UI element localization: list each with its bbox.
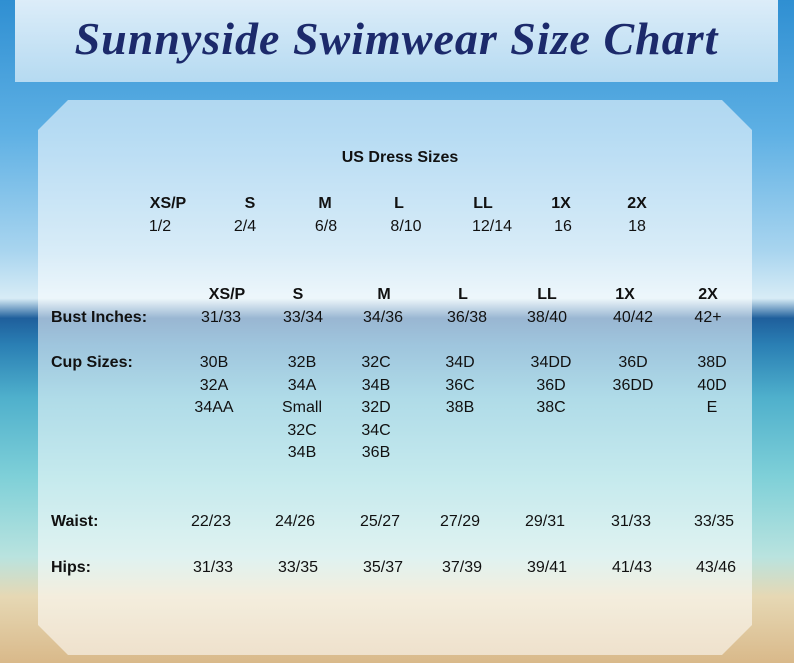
title-bar: Sunnyside Swimwear Size Chart	[15, 0, 778, 82]
cell-value: 38D	[697, 354, 727, 371]
dress-size: S	[244, 195, 256, 212]
size-header: XS/P	[208, 286, 246, 303]
cell-value: 29/31	[524, 513, 566, 530]
cell-value: 34C	[361, 421, 391, 439]
cell-value: 37/39	[441, 559, 483, 576]
cell-value: 33/35	[693, 513, 735, 530]
cell-value: E	[706, 399, 718, 416]
cell-value: 24/26	[274, 513, 316, 530]
size-header: 2X	[698, 286, 718, 303]
cell-value: Small	[281, 399, 323, 416]
cell-value: 34B	[361, 376, 391, 394]
cell-value: 41/43	[611, 559, 653, 576]
cell-value: 36/38	[446, 309, 488, 326]
cell-value: 31/33	[610, 513, 652, 530]
cell-value: 36B	[361, 444, 391, 461]
cell-value: 32A	[199, 376, 229, 394]
dress-size: 1X	[551, 195, 571, 212]
cell-value: 40/42	[612, 309, 654, 326]
cell-value: 35/37	[362, 559, 404, 576]
size-header: S	[292, 286, 304, 303]
cell-value: 36D	[536, 376, 566, 394]
row-label: Cup Sizes:	[51, 354, 133, 371]
cell-value: 22/23	[190, 513, 232, 530]
cell-value: 36C	[445, 376, 475, 394]
cell-value: 42+	[694, 309, 722, 326]
dress-size: XS/P	[149, 195, 187, 212]
cell-value: 34B	[287, 444, 317, 461]
cell-value: 33/35	[277, 559, 319, 576]
cell-value: 32C	[361, 354, 391, 371]
cell-value: 32C	[287, 421, 317, 439]
size-header: L	[458, 286, 468, 303]
dress-number: 1/2	[148, 218, 172, 235]
dress-size: L	[394, 195, 404, 212]
cell-value: 32B	[287, 354, 317, 371]
cell-value: 27/29	[439, 513, 481, 530]
cell-value: 34/36	[362, 309, 404, 326]
size-header: M	[377, 286, 391, 303]
row-label: Bust Inches:	[51, 309, 148, 326]
dress-heading: US Dress Sizes	[341, 149, 459, 166]
cell-value: 40D	[697, 376, 727, 394]
cell-value: 31/33	[192, 559, 234, 576]
dress-number: 8/10	[390, 218, 422, 235]
dress-size: LL	[473, 195, 493, 212]
cell-value: 31/33	[200, 309, 242, 326]
cell-value: 36D	[618, 354, 648, 371]
cell-value: 34AA	[194, 399, 234, 416]
cell-value: 25/27	[359, 513, 401, 530]
dress-number: 12/14	[471, 218, 513, 235]
panel	[38, 100, 752, 655]
cell-value: 38/40	[526, 309, 568, 326]
row-label: Hips:	[51, 559, 91, 576]
cell-value: 34A	[287, 376, 317, 394]
cell-value: 34D	[445, 354, 475, 371]
dress-number: 18	[628, 218, 646, 235]
dress-number: 2/4	[233, 218, 257, 235]
cell-value: 30B	[199, 354, 229, 371]
size-header: 1X	[615, 286, 635, 303]
cell-value: 36DD	[612, 376, 654, 394]
cell-value: 38B	[445, 399, 475, 416]
cell-value: 38C	[536, 399, 566, 416]
row-label: Waist:	[51, 513, 99, 530]
cell-value: 39/41	[526, 559, 568, 576]
cell-value: 32D	[361, 399, 391, 416]
dress-number: 16	[554, 218, 572, 235]
dress-size: M	[318, 195, 332, 212]
cell-value: 33/34	[282, 309, 324, 326]
dress-number: 6/8	[314, 218, 338, 235]
cell-value: 34DD	[530, 354, 572, 371]
title: Sunnyside Swimwear Size Chart	[74, 13, 719, 64]
cell-value: 43/46	[695, 559, 737, 576]
size-header: LL	[537, 286, 557, 303]
dress-size: 2X	[627, 195, 647, 212]
